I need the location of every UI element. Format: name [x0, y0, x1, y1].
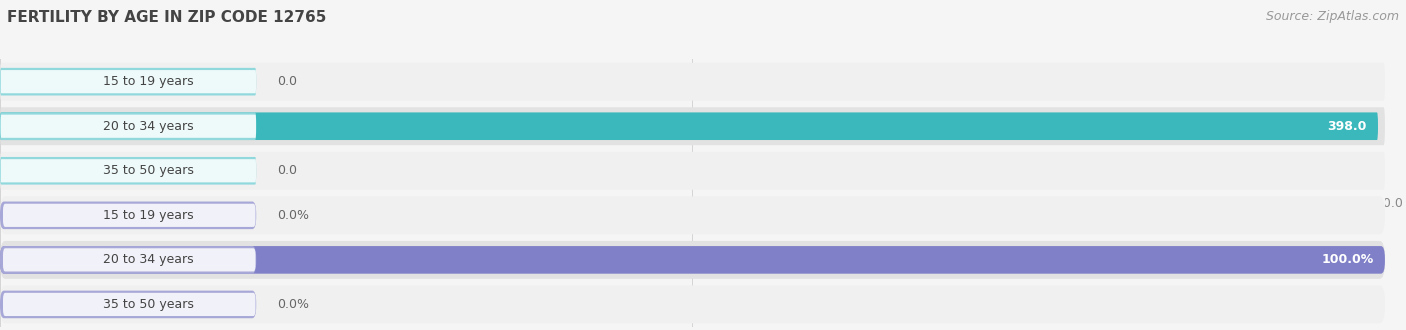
Text: 15 to 19 years: 15 to 19 years	[103, 209, 194, 222]
Text: Source: ZipAtlas.com: Source: ZipAtlas.com	[1265, 10, 1399, 23]
Text: 35 to 50 years: 35 to 50 years	[103, 164, 194, 177]
FancyBboxPatch shape	[3, 204, 256, 227]
FancyBboxPatch shape	[0, 113, 256, 140]
FancyBboxPatch shape	[0, 196, 1385, 234]
FancyBboxPatch shape	[1, 70, 256, 93]
FancyBboxPatch shape	[0, 246, 256, 274]
FancyBboxPatch shape	[0, 246, 1385, 274]
Text: 0.0: 0.0	[277, 164, 297, 177]
Text: 35 to 50 years: 35 to 50 years	[103, 298, 194, 311]
Text: 20 to 34 years: 20 to 34 years	[103, 120, 194, 133]
FancyBboxPatch shape	[0, 157, 256, 184]
FancyBboxPatch shape	[0, 63, 1385, 101]
FancyBboxPatch shape	[0, 113, 1378, 140]
FancyBboxPatch shape	[0, 152, 1385, 190]
Text: 100.0%: 100.0%	[1322, 253, 1374, 266]
FancyBboxPatch shape	[0, 107, 1385, 145]
FancyBboxPatch shape	[1, 159, 256, 182]
Text: 20 to 34 years: 20 to 34 years	[103, 253, 194, 266]
FancyBboxPatch shape	[0, 241, 1385, 279]
Text: 0.0%: 0.0%	[277, 298, 309, 311]
FancyBboxPatch shape	[3, 293, 256, 316]
FancyBboxPatch shape	[0, 291, 256, 318]
FancyBboxPatch shape	[0, 68, 256, 95]
FancyBboxPatch shape	[0, 285, 1385, 323]
Text: 0.0: 0.0	[277, 75, 297, 88]
Text: 15 to 19 years: 15 to 19 years	[103, 75, 194, 88]
FancyBboxPatch shape	[3, 248, 256, 272]
Text: 0.0%: 0.0%	[277, 209, 309, 222]
Text: 398.0: 398.0	[1327, 120, 1367, 133]
Text: FERTILITY BY AGE IN ZIP CODE 12765: FERTILITY BY AGE IN ZIP CODE 12765	[7, 10, 326, 25]
FancyBboxPatch shape	[1, 115, 256, 138]
FancyBboxPatch shape	[0, 202, 256, 229]
